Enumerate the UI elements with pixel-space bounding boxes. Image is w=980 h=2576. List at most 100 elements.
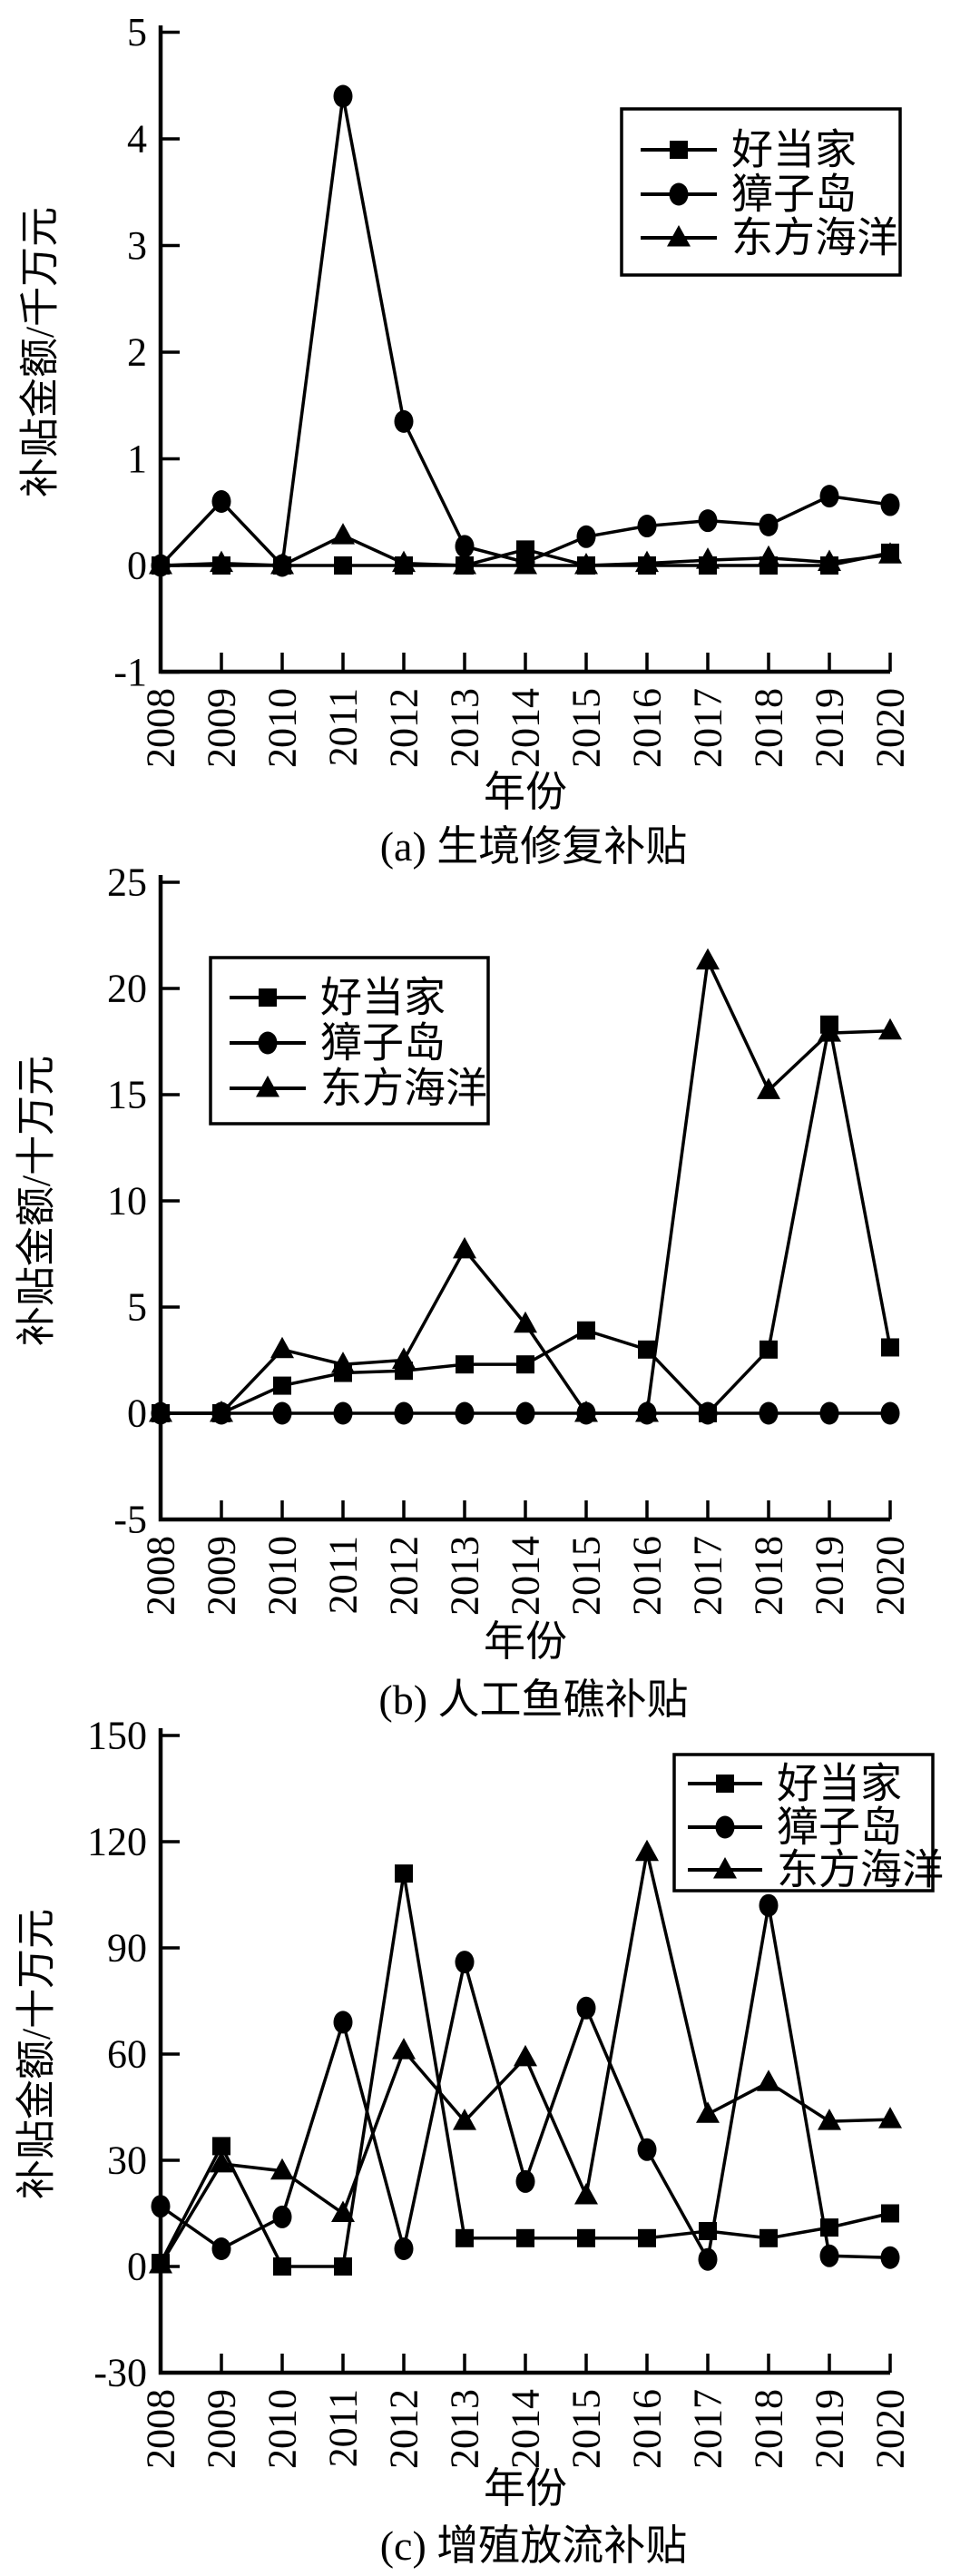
legend-item-haodangjia: 好当家: [688, 1761, 902, 1807]
series-dongfanghaiyang-marker: [149, 2252, 172, 2274]
x-tick-label: 2009: [200, 688, 244, 768]
series-zhangzidao-marker: [455, 1951, 475, 1974]
series-zhangzidao-marker: [515, 2169, 535, 2193]
series-zhangzidao-marker: [637, 2138, 657, 2161]
x-tick-label: 2015: [564, 2389, 609, 2469]
legend-circle-marker: [258, 1031, 278, 1055]
series-haodangjia-marker: [212, 2137, 230, 2156]
panel-a: -1 0 1 2 3 4 5 2008 2009 2010 2011 2012 2013 2014 2015…: [18, 10, 913, 870]
y-tick-label: 15: [107, 1073, 147, 1117]
x-tick-label: 2008: [139, 688, 183, 768]
y-tick-label: 5: [127, 1285, 147, 1330]
y-tick-label: 3: [127, 223, 147, 268]
series-dongfanghaiyang-marker: [270, 1336, 294, 1359]
y-tick-label: -1: [113, 650, 147, 694]
x-tick-label: 2009: [200, 2389, 244, 2469]
series-haodangjia-marker: [456, 2228, 474, 2247]
x-tick-label: 2013: [443, 688, 487, 768]
legend-triangle-marker: [256, 1076, 279, 1097]
y-tick-label: 120: [87, 1820, 147, 1864]
series-dongfanghaiyang-marker: [210, 2150, 233, 2173]
series-zhangzidao-marker: [211, 2237, 231, 2260]
series-zhangzidao-marker: [759, 1401, 779, 1425]
y-tick-label: 5: [127, 10, 147, 54]
x-tick-label: 2017: [686, 2389, 730, 2469]
series-dongfanghaiyang-marker: [331, 1352, 355, 1373]
series-haodangjia-marker: [881, 1338, 899, 1357]
series-zhangzidao-marker: [272, 2205, 292, 2228]
x-tick-label: 2010: [260, 2389, 305, 2469]
panel-b-caption: (b) 人工鱼礁补贴: [378, 1676, 688, 1723]
x-tick-label: 2016: [625, 688, 670, 768]
legend-square-marker: [670, 141, 688, 159]
panel-c-x-axis-title: 年份: [484, 2465, 567, 2512]
series-dongfanghaiyang-marker: [878, 1018, 902, 1040]
series-dongfanghaiyang-marker: [878, 2107, 902, 2129]
series-haodangjia-marker: [638, 1340, 656, 1359]
series-dongfanghaiyang-marker: [392, 1347, 416, 1369]
series-zhangzidao-marker: [394, 409, 414, 433]
x-tick-label: 2011: [321, 688, 366, 766]
series-dongfanghaiyang-marker: [757, 545, 780, 567]
x-tick-label: 2016: [625, 1536, 670, 1616]
series-dongfanghaiyang-marker: [514, 2044, 537, 2067]
legend-label: 好当家: [731, 127, 857, 173]
series-zhangzidao-marker: [819, 1401, 839, 1425]
x-tick-label: 2017: [686, 688, 730, 768]
series-dongfanghaiyang-marker: [635, 1839, 659, 1862]
series-zhangzidao-line: [159, 1904, 891, 2265]
series-dongfanghaiyang-marker: [818, 2109, 841, 2130]
legend-label: 獐子岛: [731, 172, 857, 218]
series-zhangzidao-marker: [394, 1401, 414, 1425]
y-tick-label: 0: [127, 2245, 147, 2289]
series-zhangzidao-marker: [698, 2247, 718, 2271]
x-tick-label: 2014: [504, 688, 548, 768]
series-haodangjia-marker: [395, 1864, 413, 1883]
legend-item-dongfanghaiyang: 东方海洋: [230, 1066, 487, 1112]
series-haodangjia-marker: [760, 2228, 778, 2247]
legend-circle-marker: [715, 1815, 735, 1839]
series-zhangzidao-marker: [819, 485, 839, 508]
series-zhangzidao-marker: [880, 493, 900, 516]
series-dongfanghaiyang-marker: [210, 550, 233, 573]
legend-triangle-marker: [713, 1857, 737, 1879]
legend-triangle-marker: [667, 225, 691, 247]
legend-label: 东方海洋: [320, 1066, 487, 1112]
legend-item-haodangjia: 好当家: [641, 127, 857, 173]
series-zhangzidao-marker: [698, 509, 718, 533]
x-tick-label: 2019: [808, 688, 852, 768]
series-dongfanghaiyang-marker: [149, 1401, 172, 1422]
series-zhangzidao-marker: [515, 1401, 535, 1425]
y-tick-label: -30: [93, 2351, 147, 2395]
x-tick-label: 2008: [139, 1536, 183, 1616]
x-tick-label: 2010: [260, 1536, 305, 1616]
series-zhangzidao-marker: [394, 2237, 414, 2260]
series-zhangzidao-marker: [333, 1401, 353, 1425]
series-haodangjia-marker: [334, 556, 352, 575]
legend-label: 东方海洋: [731, 215, 898, 261]
legend-label: 獐子岛: [777, 1804, 902, 1851]
series-dongfanghaiyang-marker: [331, 523, 355, 545]
x-tick-label: 2013: [443, 2389, 487, 2469]
panel-c-y-axis-title: 补贴金额/十万元: [15, 1909, 59, 2199]
series-zhangzidao-marker: [455, 535, 475, 558]
series-haodangjia-marker: [638, 2228, 656, 2247]
panel-a-y-axis-title: 补贴金额/千万元: [18, 207, 63, 497]
panel-b-y-axis-title: 补贴金额/十万元: [15, 1056, 59, 1346]
series-dongfanghaiyang-marker: [818, 549, 841, 571]
x-tick-label: 2015: [564, 1536, 609, 1616]
series-zhangzidao-marker: [759, 1893, 779, 1917]
series-zhangzidao-marker: [698, 1401, 718, 1425]
series-haodangjia-marker: [881, 2204, 899, 2223]
x-tick-label: 2011: [321, 1536, 366, 1614]
x-tick-label: 2016: [625, 2389, 670, 2469]
series-haodangjia-marker: [577, 2228, 595, 2247]
series-dongfanghaiyang-marker: [696, 948, 720, 970]
series-zhangzidao-marker: [272, 1401, 292, 1425]
series-haodangjia-marker: [516, 2228, 534, 2247]
panel-b-x-axis-title: 年份: [484, 1618, 567, 1665]
legend-item-dongfanghaiyang: 东方海洋: [688, 1847, 944, 1893]
legend-item-dongfanghaiyang: 东方海洋: [641, 215, 898, 261]
